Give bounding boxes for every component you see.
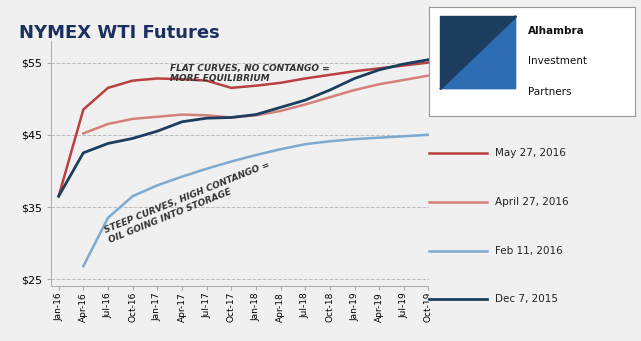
Polygon shape	[440, 16, 515, 89]
Text: April 27, 2016: April 27, 2016	[495, 197, 569, 207]
Text: NYMEX WTI Futures: NYMEX WTI Futures	[19, 24, 220, 42]
Text: Dec 7, 2015: Dec 7, 2015	[495, 294, 558, 305]
Text: May 27, 2016: May 27, 2016	[495, 148, 566, 158]
Text: STEEP CURVES, HIGH CONTANGO =
OIL GOING INTO STORAGE: STEEP CURVES, HIGH CONTANGO = OIL GOING …	[103, 160, 275, 244]
Text: Partners: Partners	[528, 87, 571, 97]
Polygon shape	[440, 16, 515, 89]
Text: Investment: Investment	[528, 56, 587, 66]
Text: Feb 11, 2016: Feb 11, 2016	[495, 246, 563, 256]
Text: FLAT CURVES, NO CONTANGO =
MORE EQUILIBRIUM: FLAT CURVES, NO CONTANGO = MORE EQUILIBR…	[170, 64, 329, 84]
Text: Alhambra: Alhambra	[528, 26, 585, 36]
